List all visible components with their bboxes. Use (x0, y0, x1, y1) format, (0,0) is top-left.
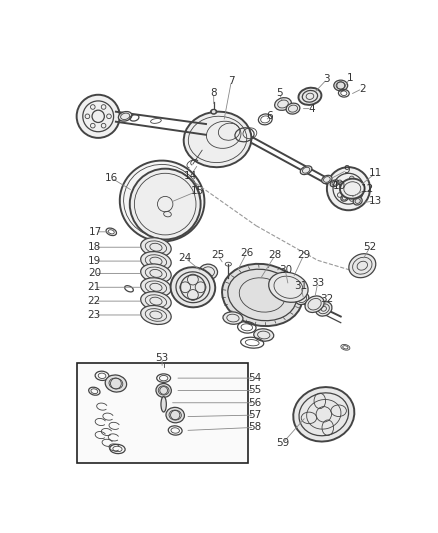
Text: 1: 1 (346, 73, 353, 83)
Ellipse shape (156, 384, 171, 398)
Text: 4: 4 (308, 103, 315, 114)
Ellipse shape (170, 267, 215, 308)
Ellipse shape (286, 103, 300, 114)
Text: 13: 13 (369, 196, 382, 206)
Text: 3: 3 (324, 75, 330, 84)
Ellipse shape (223, 312, 243, 324)
Text: 30: 30 (279, 265, 292, 276)
Text: 31: 31 (294, 281, 307, 290)
Text: 18: 18 (88, 242, 101, 252)
Ellipse shape (254, 329, 274, 341)
Text: 5: 5 (276, 88, 283, 98)
Text: 58: 58 (248, 422, 261, 432)
Ellipse shape (222, 264, 302, 326)
Ellipse shape (268, 272, 308, 302)
Text: 52: 52 (364, 242, 377, 252)
Ellipse shape (340, 179, 364, 199)
Ellipse shape (199, 264, 218, 280)
Ellipse shape (161, 397, 166, 412)
Bar (78, 363, 248, 463)
Ellipse shape (166, 407, 184, 423)
Text: 54: 54 (248, 373, 261, 383)
Text: 53: 53 (155, 353, 169, 363)
Ellipse shape (298, 88, 321, 105)
Text: 14: 14 (184, 171, 197, 181)
Text: 9: 9 (343, 165, 350, 175)
Text: 7: 7 (228, 76, 235, 86)
Text: 19: 19 (88, 256, 101, 266)
Ellipse shape (141, 305, 171, 325)
Circle shape (77, 95, 120, 138)
Text: 23: 23 (88, 310, 101, 320)
Ellipse shape (141, 238, 171, 257)
Ellipse shape (349, 254, 376, 278)
Text: 24: 24 (179, 253, 192, 263)
Ellipse shape (293, 387, 354, 441)
Ellipse shape (105, 375, 127, 392)
Text: 15: 15 (191, 186, 204, 196)
Ellipse shape (184, 111, 251, 167)
Text: 25: 25 (211, 250, 224, 260)
Text: 10: 10 (332, 181, 346, 191)
Ellipse shape (141, 278, 171, 297)
Text: 8: 8 (210, 88, 217, 98)
Text: 2: 2 (359, 84, 366, 94)
Ellipse shape (353, 197, 362, 205)
Ellipse shape (296, 293, 309, 304)
Ellipse shape (322, 175, 332, 184)
Text: 22: 22 (88, 296, 101, 306)
Ellipse shape (141, 292, 171, 311)
Text: 16: 16 (105, 173, 118, 183)
Ellipse shape (305, 296, 324, 312)
Text: 32: 32 (320, 294, 333, 304)
Text: 20: 20 (88, 269, 101, 278)
Ellipse shape (120, 160, 205, 241)
Text: 17: 17 (89, 227, 102, 237)
Ellipse shape (141, 252, 171, 271)
Ellipse shape (334, 80, 348, 91)
Text: 59: 59 (276, 438, 290, 448)
Circle shape (130, 168, 201, 239)
Ellipse shape (316, 302, 332, 316)
Text: 33: 33 (311, 278, 324, 288)
Ellipse shape (118, 111, 132, 121)
Text: 29: 29 (297, 250, 311, 260)
Text: 21: 21 (88, 282, 101, 292)
Text: 56: 56 (248, 398, 261, 408)
Circle shape (327, 167, 370, 210)
Ellipse shape (275, 98, 291, 110)
Text: 55: 55 (248, 385, 261, 395)
Text: 26: 26 (240, 248, 254, 257)
Text: 11: 11 (369, 168, 382, 179)
Text: 57: 57 (248, 410, 261, 420)
Ellipse shape (211, 109, 217, 114)
Text: 6: 6 (267, 111, 273, 122)
Text: 28: 28 (268, 250, 282, 260)
Text: 12: 12 (361, 184, 374, 193)
Ellipse shape (141, 264, 171, 283)
Ellipse shape (300, 166, 312, 175)
